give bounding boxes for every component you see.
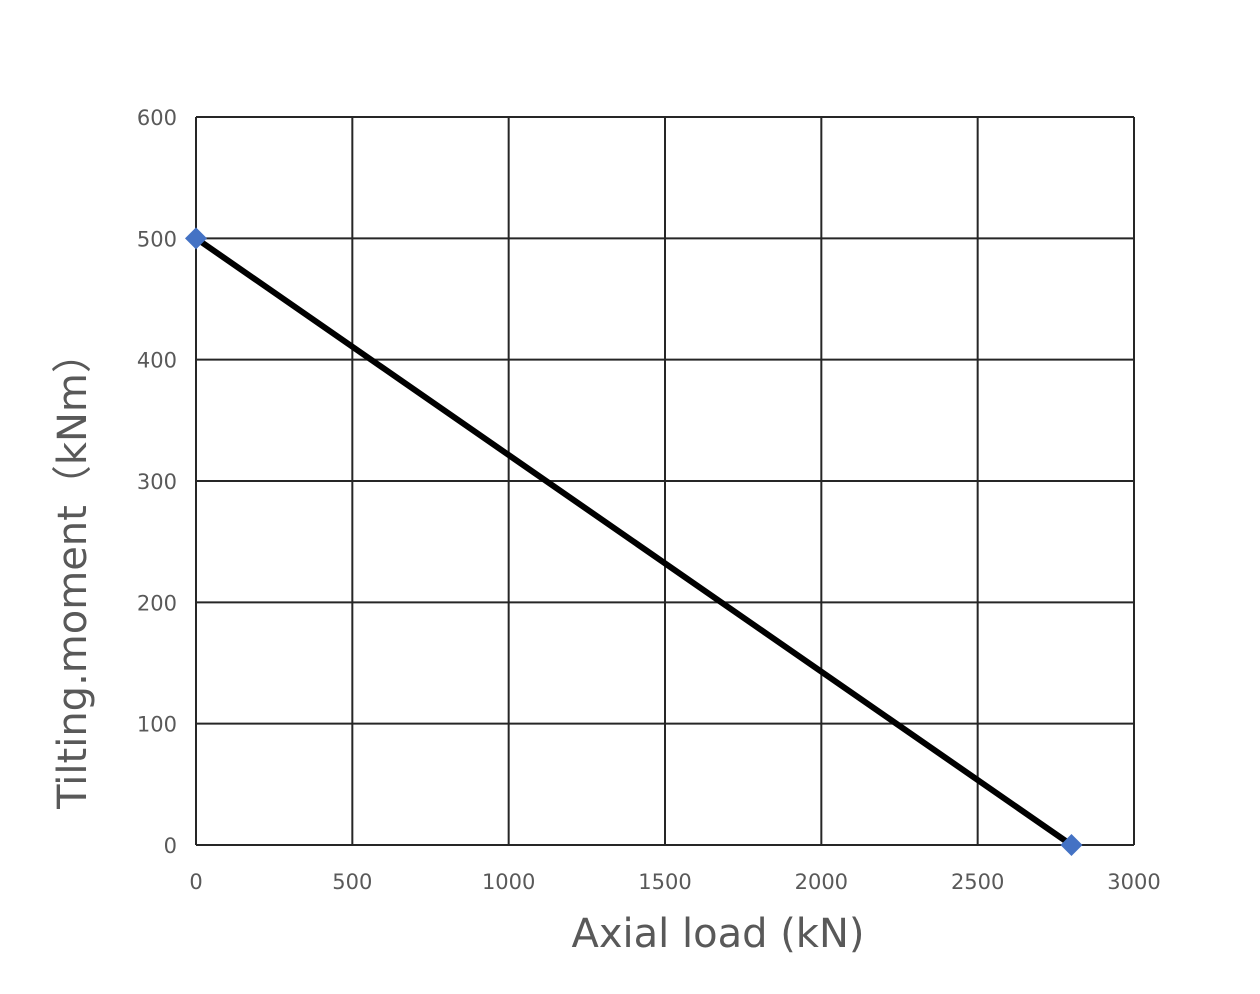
y-tick-label: 400 xyxy=(137,349,177,373)
y-tick-label: 500 xyxy=(137,227,177,251)
x-tick-label: 1000 xyxy=(482,870,535,894)
x-tick-label: 2500 xyxy=(951,870,1004,894)
x-tick-label: 1500 xyxy=(638,870,691,894)
data-point-marker xyxy=(185,227,207,250)
x-tick-label: 3000 xyxy=(1107,870,1160,894)
y-tick-label: 100 xyxy=(137,713,177,737)
x-tick-label: 0 xyxy=(189,870,202,894)
y-tick-label: 600 xyxy=(137,106,177,130)
y-tick-label: 0 xyxy=(164,834,177,858)
series-layer xyxy=(193,235,1075,848)
tick-label-layer: 0 500 1000 1500 2000 2500 3000 0 100 200 300 400 500… xyxy=(137,106,1161,894)
y-axis-title: Tilting.moment（kNm） xyxy=(50,333,96,810)
marker-layer xyxy=(185,227,1083,856)
y-tick-label: 300 xyxy=(137,470,177,494)
data-point-marker xyxy=(1060,834,1083,856)
grid-layer xyxy=(195,116,1135,846)
x-axis-title: Axial load (kN) xyxy=(572,911,865,957)
y-tick-label: 200 xyxy=(137,591,177,615)
x-tick-label: 500 xyxy=(332,870,372,894)
x-tick-label: 2000 xyxy=(795,870,848,894)
series-line-0 xyxy=(193,235,1075,848)
